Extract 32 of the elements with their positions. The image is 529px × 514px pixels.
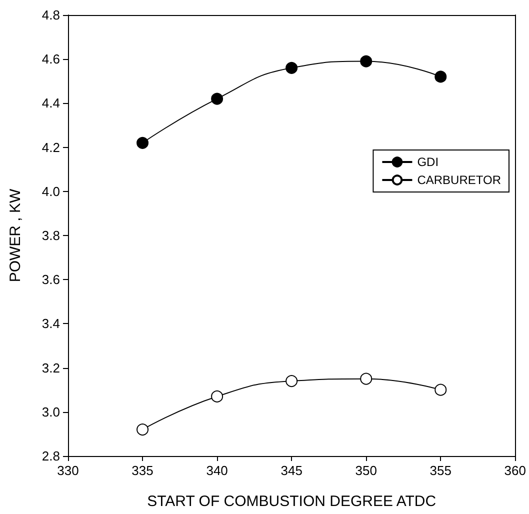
y-axis-title: POWER , KW [7, 188, 24, 282]
point [136, 136, 149, 149]
x-tick-label: 360 [504, 463, 526, 478]
y-tick-label: 3.4 [42, 316, 60, 332]
x-tick-label: 335 [132, 463, 154, 478]
x-tick-label: 345 [280, 463, 302, 478]
legend-label: CARBURETOR [417, 173, 502, 187]
y-tick-label: 3.2 [42, 360, 60, 376]
y-tick-label: 3.6 [42, 272, 60, 288]
y-tick-label: 4.0 [42, 184, 60, 199]
point [434, 70, 447, 83]
legend-label: GDI [417, 155, 439, 169]
x-tick-label: 340 [206, 463, 228, 478]
y-tick-label: 4.6 [42, 52, 60, 67]
x-tick-label: 330 [57, 463, 79, 478]
point [136, 424, 149, 436]
point [286, 375, 298, 388]
point [211, 390, 224, 402]
x-tick-label: 355 [430, 463, 452, 478]
y-tick-label: 2.8 [42, 448, 60, 464]
y-tick-label: 4.2 [42, 140, 60, 155]
y-tick-label: 3.0 [42, 404, 60, 420]
point [434, 384, 447, 396]
point [211, 92, 224, 105]
x-tick-label: 350 [355, 463, 377, 478]
y-tick-label: 4.8 [42, 8, 60, 22]
point [360, 55, 372, 68]
x-axis-title: START OF COMBUSTION DEGREE ATDC [147, 493, 436, 510]
y-tick-label: 3.8 [42, 228, 60, 243]
y-tick-label: 4.4 [42, 96, 60, 111]
point [360, 372, 372, 385]
point [286, 62, 298, 74]
